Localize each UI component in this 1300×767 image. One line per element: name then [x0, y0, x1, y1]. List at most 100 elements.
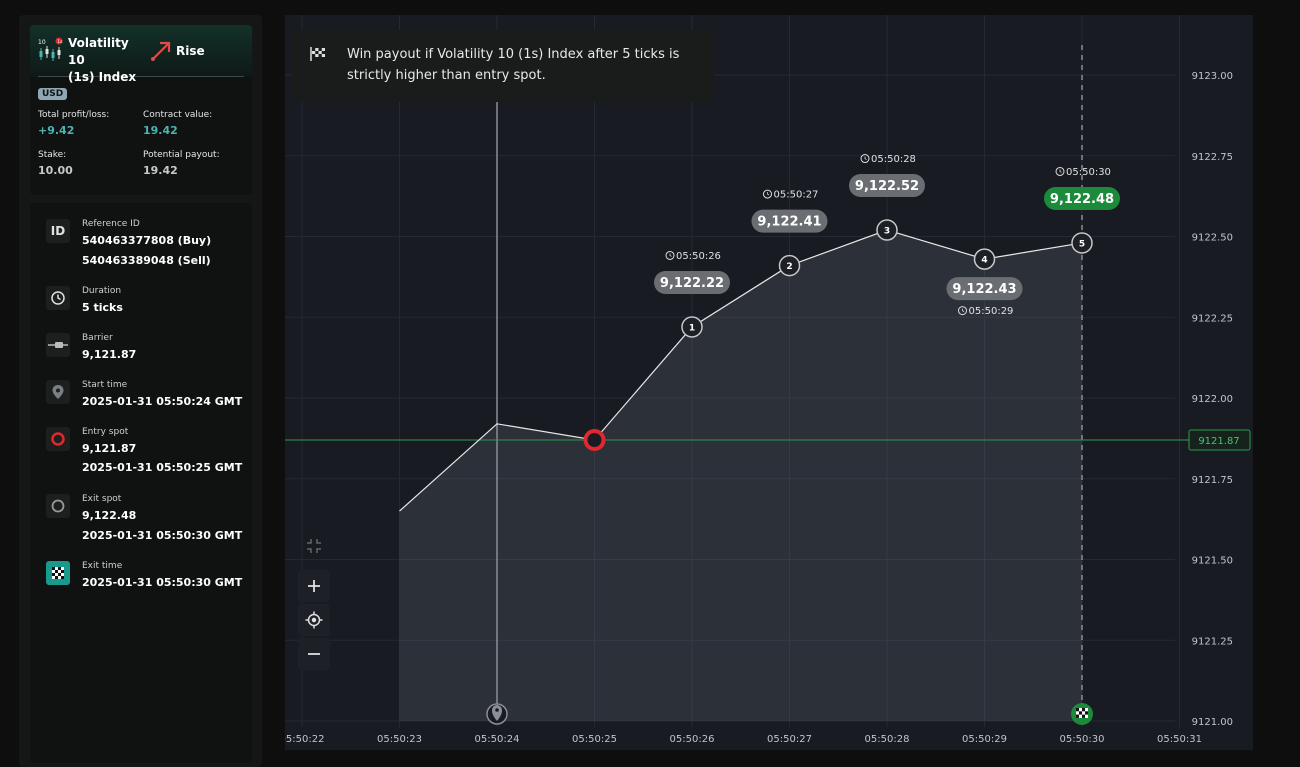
- tick-value: 9,122.41: [757, 215, 821, 230]
- clock-icon-hands: [864, 156, 867, 160]
- checkered-flag-square: [1076, 714, 1079, 718]
- tick-time: 05:50:26: [676, 251, 721, 262]
- barrier-icon: [46, 333, 70, 357]
- checkered-flag-square: [1082, 714, 1085, 718]
- clock-icon-hands: [669, 253, 672, 257]
- id-icon-text: ID: [50, 224, 66, 238]
- tick-time: 05:50:29: [969, 306, 1014, 317]
- entry-spot-icon: [46, 427, 70, 451]
- location-pin-dot: [495, 708, 499, 712]
- rise-arrow-icon: [151, 41, 171, 61]
- barrier-value: 9,121.87: [82, 348, 137, 361]
- checkered-flag-square: [1076, 708, 1079, 712]
- volatility-index-icon: 10 1s: [38, 37, 63, 61]
- x-tick-label: 05:50:25: [572, 734, 617, 745]
- location-pin-icon: [46, 380, 70, 404]
- checkered-flag-square: [1085, 711, 1088, 715]
- y-tick-label: 9121.50: [1192, 556, 1233, 567]
- y-tick-label: 9122.50: [1192, 233, 1233, 244]
- tick-number: 2: [786, 262, 792, 272]
- x-tick-label: 05:50:28: [865, 734, 910, 745]
- clock-icon: [958, 306, 967, 316]
- entry-spot-label: Entry spot: [82, 427, 129, 437]
- total-pl-label: Total profit/loss:: [38, 110, 110, 120]
- contract-value: 19.42: [143, 124, 178, 137]
- tick-number: 3: [884, 227, 890, 237]
- tick-value: 9,122.48: [1050, 192, 1114, 207]
- x-tick-label: 05:50:29: [962, 734, 1007, 745]
- checkered-flag-square: [1079, 711, 1082, 715]
- asset-name-line1: Volatility 10: [68, 36, 129, 67]
- tick-time: 05:50:27: [774, 190, 819, 201]
- checkered-flag-icon: [310, 47, 325, 61]
- price-chart[interactable]: 05:50:22 05:50:23 05:50:24 05:50:25 05:50:26…: [280, 15, 1253, 750]
- tick-value-pill: [849, 174, 925, 198]
- asset-name-line2: (1s) Index: [68, 70, 137, 84]
- tick-marker: [876, 219, 898, 241]
- y-tick-label: 9123.00: [1192, 71, 1233, 82]
- clock-icon-hands: [767, 192, 770, 196]
- summary-divider: [38, 76, 244, 77]
- x-tick-label: 05:50:31: [1157, 734, 1202, 745]
- contract-value-label: Contract value:: [143, 110, 213, 120]
- zoom-out-button[interactable]: [298, 638, 330, 670]
- reference-id-sell[interactable]: 540463389048 (Sell): [82, 254, 211, 267]
- total-pl-value: +9.42: [38, 124, 75, 137]
- tick-value: 9,122.52: [855, 179, 919, 194]
- entry-spot-marker: [583, 428, 606, 451]
- y-tick-label: 9121.25: [1192, 636, 1233, 647]
- clock-icon: [1055, 166, 1065, 176]
- y-tick-label: 9122.75: [1192, 152, 1233, 163]
- x-tick-label: 05:50:22: [285, 734, 324, 745]
- collapse-icon[interactable]: [298, 530, 330, 562]
- contract-summary-card[interactable]: [30, 25, 252, 195]
- price-area: [399, 230, 1082, 722]
- x-tick-label: 05:50:27: [767, 734, 812, 745]
- y-tick-label: 9121.00: [1192, 717, 1233, 728]
- clock-icon: [46, 286, 70, 310]
- stake-label: Stake:: [38, 150, 67, 160]
- y-tick-label: 9122.00: [1192, 394, 1233, 405]
- recenter-button[interactable]: [298, 604, 330, 636]
- checkered-flag-icon: [46, 561, 70, 585]
- exit-spot-value: 9,122.48: [82, 509, 137, 522]
- x-tick-label: 05:50:23: [377, 734, 422, 745]
- stake-value: 10.00: [38, 164, 73, 177]
- svg-text:10: 10: [38, 39, 46, 46]
- tick-value-pill: [1044, 186, 1120, 210]
- currency-badge: USD: [38, 88, 68, 100]
- potential-payout-label: Potential payout:: [143, 150, 220, 160]
- tick-value: 9,122.43: [952, 282, 1016, 297]
- reference-id-buy[interactable]: 540463377808 (Buy): [82, 234, 212, 247]
- potential-payout-value: 19.42: [143, 164, 178, 177]
- tick-marker: [681, 316, 703, 338]
- exit-time-label: Exit time: [82, 561, 123, 571]
- y-tick-label: 9122.25: [1192, 313, 1233, 324]
- contract-summary-header: [30, 25, 252, 77]
- barrier-label: Barrier: [82, 333, 113, 343]
- clock-icon: [665, 250, 675, 260]
- tick-value: 9,122.22: [660, 276, 724, 291]
- zoom-in-button[interactable]: [298, 570, 330, 602]
- clock-icon-hands: [962, 308, 965, 312]
- tick-time: 05:50:30: [1066, 167, 1111, 178]
- start-time-label: Start time: [82, 380, 128, 390]
- entry-spot-time: 2025-01-31 05:50:25 GMT: [82, 461, 243, 474]
- tick-marker: [973, 248, 996, 270]
- tooltip-text: Win payout if Volatility 10 (1s) Index a…: [347, 47, 680, 83]
- x-tick-label: 05:50:24: [475, 734, 520, 745]
- duration-value: 5 ticks: [82, 301, 123, 314]
- price-line: [399, 229, 1083, 512]
- start-time-value: 2025-01-31 05:50:24 GMT: [82, 395, 243, 408]
- tick-value-pill: [946, 277, 1023, 301]
- tick-value-pill: [751, 209, 828, 233]
- tick-number: 5: [1079, 239, 1085, 249]
- exit-spot-label: Exit spot: [82, 494, 122, 504]
- exit-time-value: 2025-01-31 05:50:30 GMT: [82, 576, 243, 589]
- tick-number: 4: [981, 256, 987, 266]
- exit-spot-icon: [46, 494, 70, 518]
- price-chart-svg[interactable]: 05:50:22 05:50:23 05:50:24 05:50:25 05:50:26…: [280, 15, 1253, 750]
- asset-name: Volatility 10 (1s) Index: [68, 35, 148, 86]
- barrier-price-box: [1188, 429, 1251, 451]
- tick-time: 05:50:28: [871, 154, 916, 165]
